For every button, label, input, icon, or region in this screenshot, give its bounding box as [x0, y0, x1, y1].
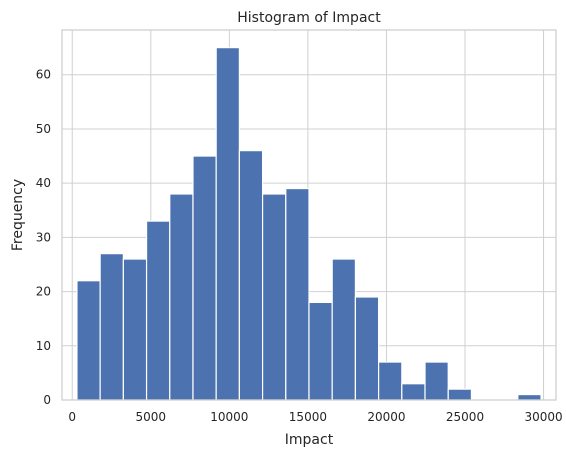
- histogram-bar: [99, 253, 124, 401]
- y-axis-ticks: 0 10 20 30 40 50 60: [36, 68, 51, 407]
- y-tick-label: 50: [36, 122, 51, 136]
- histogram-bar: [517, 393, 542, 401]
- histogram-bar: [424, 361, 449, 401]
- x-axis-label: Impact: [285, 432, 334, 448]
- histogram-bar: [145, 220, 171, 401]
- histogram-bar: [401, 383, 426, 401]
- y-axis-label: Frequency: [10, 179, 26, 251]
- x-tick-label: 0: [68, 410, 76, 424]
- histogram-bar: [215, 47, 240, 401]
- y-tick-label: 20: [36, 285, 51, 299]
- histogram-bar: [447, 388, 473, 401]
- plot-frame: [61, 29, 557, 401]
- chart-title: Histogram of Impact: [237, 10, 381, 26]
- y-tick-label: 10: [36, 339, 51, 353]
- x-tick-label: 30000: [524, 410, 562, 424]
- histogram-bar: [261, 193, 287, 401]
- y-tick-label: 0: [43, 393, 51, 407]
- x-tick-label: 10000: [210, 410, 248, 424]
- y-tick-label: 40: [36, 176, 51, 190]
- x-tick-label: 20000: [367, 410, 405, 424]
- x-tick-label: 5000: [136, 410, 167, 424]
- histogram-bar: [308, 301, 333, 401]
- y-tick-label: 30: [36, 230, 51, 244]
- grid-lines: [62, 30, 556, 401]
- histogram-bar: [169, 193, 194, 401]
- x-axis-ticks: 0 5000 10000 15000 20000 25000 30000: [68, 410, 562, 424]
- histogram-bar: [285, 187, 310, 401]
- histogram-bar: [378, 361, 403, 401]
- histogram-bars: [76, 47, 542, 401]
- histogram-bar: [192, 155, 217, 401]
- histogram-bar: [331, 258, 357, 401]
- histogram-bar: [354, 296, 380, 401]
- y-tick-label: 60: [36, 68, 51, 82]
- histogram-bar: [122, 258, 148, 401]
- histogram-bar: [76, 280, 101, 401]
- x-tick-label: 15000: [289, 410, 327, 424]
- histogram-bar: [238, 150, 264, 401]
- x-tick-label: 25000: [446, 410, 484, 424]
